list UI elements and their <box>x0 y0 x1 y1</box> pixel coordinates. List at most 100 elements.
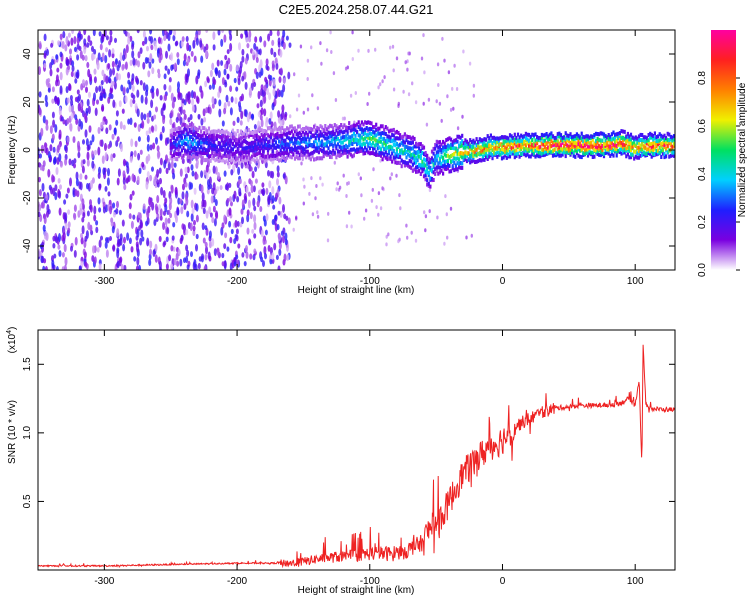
ridge-cell <box>464 157 467 162</box>
noise-cell <box>136 89 140 98</box>
ridge-cell <box>319 130 322 135</box>
ridge-cell <box>528 154 531 159</box>
noise-cell <box>250 113 254 119</box>
noise-cell <box>55 265 59 270</box>
ridge-cell <box>287 145 290 150</box>
ridge-cell <box>547 148 550 153</box>
noise-cell <box>193 187 197 195</box>
noise-cell <box>185 75 189 84</box>
ridge-cell <box>284 150 287 155</box>
ridge-cell <box>629 132 633 137</box>
ridge-cell <box>516 138 520 143</box>
ridge-cell <box>364 120 367 125</box>
ridge-cell <box>652 144 655 149</box>
noise-cell <box>224 54 228 61</box>
ridge-cell <box>250 156 254 161</box>
noise-cell <box>273 97 277 107</box>
ridge-cell <box>493 135 496 140</box>
ridge-cell <box>430 156 434 161</box>
noise-cell <box>370 198 374 203</box>
ridge-cell <box>176 143 179 148</box>
ridge-cell <box>367 120 370 125</box>
ridge-cell <box>403 148 406 153</box>
noise-cell <box>51 98 55 104</box>
ridge-cell <box>379 147 383 152</box>
ridge-cell <box>427 181 430 186</box>
noise-cell <box>43 142 47 149</box>
noise-cell <box>185 255 189 264</box>
noise-cell <box>263 108 267 117</box>
noise-cell <box>263 95 267 104</box>
noise-cell <box>127 36 131 45</box>
noise-cell <box>241 216 244 225</box>
ridge-cell <box>507 147 510 152</box>
ridge-cell <box>497 136 500 141</box>
noise-cell <box>200 89 204 99</box>
ridge-cell <box>321 125 324 130</box>
noise-cell <box>147 153 151 162</box>
noise-cell <box>246 214 250 223</box>
ridge-cell <box>394 136 397 141</box>
noise-cell <box>149 248 152 256</box>
ridge-cell <box>399 155 402 159</box>
ridge-cell <box>547 137 550 142</box>
noise-cell <box>359 176 362 181</box>
ridge-cell <box>387 149 391 154</box>
ridge-cell <box>609 144 612 149</box>
ridge-cell <box>246 155 249 160</box>
ridge-cell <box>443 166 446 171</box>
ridge-cell <box>316 148 319 153</box>
ridge-cell <box>265 129 268 134</box>
ridge-cell <box>625 148 628 153</box>
noise-cell <box>270 47 274 56</box>
ridge-cell <box>376 146 379 151</box>
ridge-cell <box>367 142 370 147</box>
noise-cell <box>240 110 244 120</box>
ridge-cell <box>469 160 472 165</box>
ridge-cell <box>271 131 274 136</box>
ridge-cell <box>475 137 478 142</box>
ridge-cell <box>437 161 440 166</box>
ridge-cell <box>360 120 363 125</box>
noise-cell <box>267 195 271 204</box>
ridge-cell <box>567 136 570 141</box>
ridge-cell <box>582 139 585 144</box>
ridge-cell <box>324 150 327 155</box>
ridge-cell <box>169 151 172 156</box>
noise-cell <box>180 234 184 241</box>
noise-cell <box>191 98 195 106</box>
ridge-cell <box>524 143 527 148</box>
noise-cell <box>137 136 141 142</box>
noise-cell <box>343 116 346 121</box>
ridge-cell <box>201 151 204 156</box>
noise-cell <box>150 99 154 109</box>
noise-cell <box>107 96 111 104</box>
ridge-cell <box>430 159 434 164</box>
ridge-cell <box>446 146 449 151</box>
ridge-cell <box>402 142 405 147</box>
noise-cell <box>446 235 449 240</box>
noise-cell <box>161 125 165 134</box>
ridge-cell <box>470 140 473 144</box>
ridge-cell <box>607 136 610 141</box>
ridge-cell <box>456 139 459 144</box>
ridge-cell <box>586 139 590 144</box>
ridge-cell <box>252 140 255 145</box>
ridge-cell <box>356 142 359 147</box>
ridge-cell <box>432 165 435 169</box>
noise-cell <box>258 48 262 56</box>
noise-cell <box>105 249 109 258</box>
ridge-cell <box>513 141 516 146</box>
noise-cell <box>316 214 320 219</box>
ridge-cell <box>456 148 459 153</box>
noise-cell <box>76 95 80 104</box>
noise-cell <box>422 101 425 106</box>
ridge-cell <box>219 141 222 146</box>
ridge-cell <box>633 156 636 161</box>
noise-cell <box>436 215 439 220</box>
ridge-cell <box>292 147 295 152</box>
ridge-cell <box>378 131 381 136</box>
noise-cell <box>149 53 153 62</box>
ridge-cell <box>461 143 464 148</box>
noise-cell <box>122 64 126 70</box>
